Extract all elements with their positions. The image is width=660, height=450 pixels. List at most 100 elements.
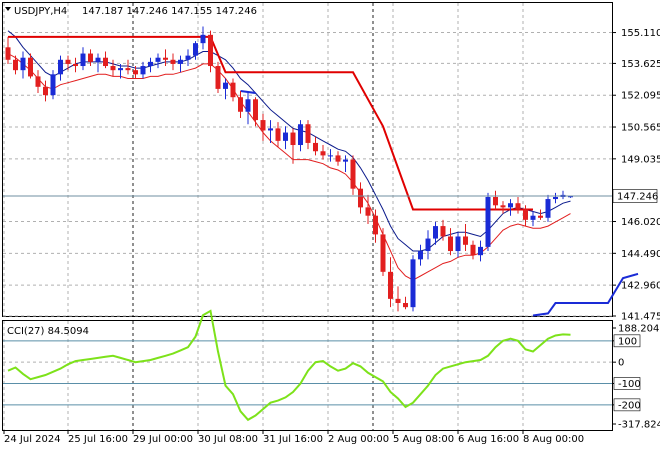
candle	[5, 36, 11, 64]
candle	[185, 49, 191, 67]
candle	[170, 53, 176, 71]
candle	[118, 63, 123, 79]
candle	[208, 30, 213, 73]
candle-body	[298, 124, 303, 146]
candle-body	[365, 207, 371, 216]
candle-body	[410, 259, 416, 308]
candle	[50, 70, 56, 100]
candle-body	[103, 57, 108, 67]
candle-body	[155, 57, 161, 62]
candle	[463, 224, 468, 252]
cci-tick-label: -317.824	[618, 420, 660, 431]
level-box	[613, 377, 641, 390]
indicator-panel[interactable]	[2, 320, 613, 431]
candle-body	[290, 132, 296, 146]
candle-body	[13, 59, 18, 71]
candle-body	[35, 76, 41, 87]
ohlc-label: 147.187 147.246 147.155 147.246	[82, 6, 257, 17]
candle-body	[380, 234, 386, 272]
level-box	[613, 398, 641, 412]
time-tick-label: 24 Jul 2024	[4, 434, 61, 445]
candle-body	[133, 70, 138, 75]
candle-body	[125, 68, 131, 71]
candle	[230, 78, 236, 102]
candle	[200, 26, 206, 50]
candle	[268, 120, 273, 143]
candle-body	[5, 47, 11, 60]
candle-body	[260, 120, 266, 131]
candle-body	[43, 86, 48, 96]
candle-body	[230, 82, 236, 98]
candle	[395, 286, 401, 312]
candle	[95, 53, 101, 73]
candle-body	[95, 57, 101, 62]
candle-body	[328, 155, 333, 157]
stop-lower-line	[532, 272, 639, 317]
candle-body	[110, 66, 116, 71]
candle-body	[343, 159, 348, 162]
candle-body	[140, 66, 146, 75]
candle-body	[88, 53, 93, 62]
candle-body	[485, 196, 491, 247]
candle-body	[268, 128, 273, 131]
candle	[155, 53, 161, 69]
candle	[350, 155, 356, 195]
indicator-grid	[3, 321, 612, 430]
candle	[223, 78, 228, 100]
price-tick-label: 141.475	[621, 312, 660, 323]
candle	[485, 192, 491, 252]
candle-body	[470, 244, 476, 256]
candle	[290, 128, 296, 164]
indicator-label: CCI(27) 84.5094	[7, 326, 89, 337]
price-tick-label: 144.490	[621, 249, 660, 260]
chart-header: USDJPY,H4 147.187 147.246 147.155 147.24…	[5, 6, 257, 17]
candle	[65, 55, 71, 71]
candle-body	[418, 251, 423, 260]
candle	[245, 93, 251, 125]
time-tick-label: 2 Aug 00:00	[328, 434, 389, 445]
candle-body	[425, 238, 431, 252]
candle	[403, 296, 408, 310]
candle-body	[275, 128, 281, 141]
candle-body	[545, 199, 551, 218]
price-tick-label: 150.565	[621, 123, 660, 134]
time-tick-label: 31 Jul 16:00	[263, 434, 323, 445]
candle-body	[350, 159, 356, 189]
candle	[448, 228, 453, 256]
triangle-down-icon	[5, 7, 11, 11]
candle-body	[200, 34, 206, 44]
candle	[478, 240, 483, 262]
candle-body	[395, 298, 401, 304]
price-grid	[3, 3, 612, 317]
candle-body	[403, 303, 408, 308]
candle-body	[185, 55, 191, 60]
cci-tick-label: 0	[618, 358, 624, 369]
level-box	[613, 334, 641, 348]
candle	[380, 228, 386, 276]
candle	[43, 80, 48, 102]
candle-body	[313, 142, 318, 152]
candle-body	[538, 215, 543, 218]
candle	[140, 61, 146, 79]
ma-slow-line	[7, 53, 571, 281]
candle-body	[373, 215, 378, 235]
candle-body	[463, 236, 468, 245]
candle	[28, 53, 33, 79]
candles	[5, 26, 573, 312]
candle-body	[80, 53, 86, 67]
price-tick-label: 152.095	[621, 91, 660, 102]
cci-layer	[7, 309, 571, 422]
candle	[328, 149, 333, 162]
candle	[13, 55, 18, 75]
candle-body	[448, 236, 453, 252]
price-tick-label: 146.020	[621, 217, 660, 228]
candle	[110, 59, 116, 77]
time-tick-label: 29 Jul 00:00	[133, 434, 193, 445]
candle	[313, 136, 318, 156]
candle-body	[253, 99, 258, 121]
ma-fast-line	[7, 30, 571, 252]
symbol-label: USDJPY,H4	[14, 6, 67, 17]
candle	[298, 120, 303, 152]
candle	[35, 70, 41, 94]
